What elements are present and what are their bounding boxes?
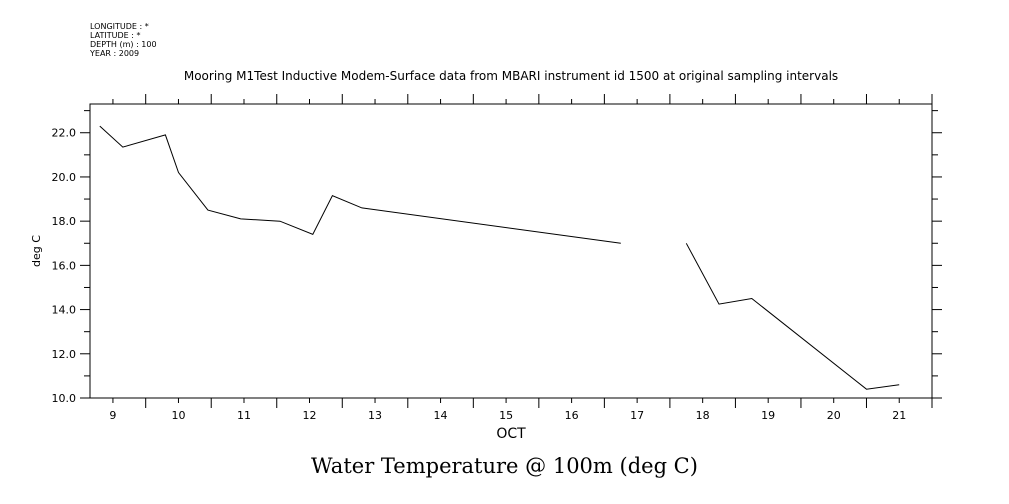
series-layer xyxy=(99,125,900,390)
y-tick-label: 10.0 xyxy=(52,392,77,405)
x-tick-label: 14 xyxy=(434,409,448,422)
y-tick-label: 18.0 xyxy=(52,215,77,228)
series-line-segment xyxy=(685,243,900,390)
series-line-segment xyxy=(99,125,621,244)
y-tick-label: 20.0 xyxy=(52,171,77,184)
y-tick-label: 12.0 xyxy=(52,348,77,361)
header-metadata: LONGITUDE : * LATITUDE : * DEPTH (m) : 1… xyxy=(90,22,157,58)
latitude-label: LATITUDE : * xyxy=(90,31,141,40)
x-tick-label: 16 xyxy=(565,409,579,422)
chart-title: Mooring M1Test Inductive Modem-Surface d… xyxy=(184,69,838,83)
longitude-label: LONGITUDE : * xyxy=(90,22,149,31)
x-tick-label: 20 xyxy=(827,409,841,422)
y-tick-label: 16.0 xyxy=(52,259,77,272)
y-tick-label: 14.0 xyxy=(52,304,77,317)
x-tick-label: 21 xyxy=(892,409,906,422)
y-axis-label: deg C xyxy=(30,235,43,267)
year-label: YEAR : 2009 xyxy=(90,49,140,58)
x-tick-labels: 9 10 11 12 13 14 15 16 17 18 19 20 21 xyxy=(109,409,906,422)
x-axis-label: OCT xyxy=(496,426,526,442)
x-tick-label: 9 xyxy=(109,409,116,422)
y-tick-labels: 10.0 12.0 14.0 16.0 18.0 20.0 22.0 xyxy=(52,127,77,405)
x-tick-label: 18 xyxy=(696,409,710,422)
x-tick-label: 12 xyxy=(303,409,317,422)
x-tick-label: 15 xyxy=(499,409,513,422)
line-chart: Mooring M1Test Inductive Modem-Surface d… xyxy=(30,69,942,442)
footer-title: Water Temperature @ 100m (deg C) xyxy=(311,454,698,478)
x-tick-label: 13 xyxy=(368,409,382,422)
y-tick-label: 22.0 xyxy=(52,127,77,140)
x-tick-label: 10 xyxy=(171,409,185,422)
x-tick-label: 11 xyxy=(237,409,251,422)
plot-frame xyxy=(89,103,933,399)
axis-ticks xyxy=(80,94,942,408)
x-tick-label: 19 xyxy=(761,409,775,422)
x-tick-label: 17 xyxy=(630,409,644,422)
depth-label: DEPTH (m) : 100 xyxy=(90,40,157,49)
